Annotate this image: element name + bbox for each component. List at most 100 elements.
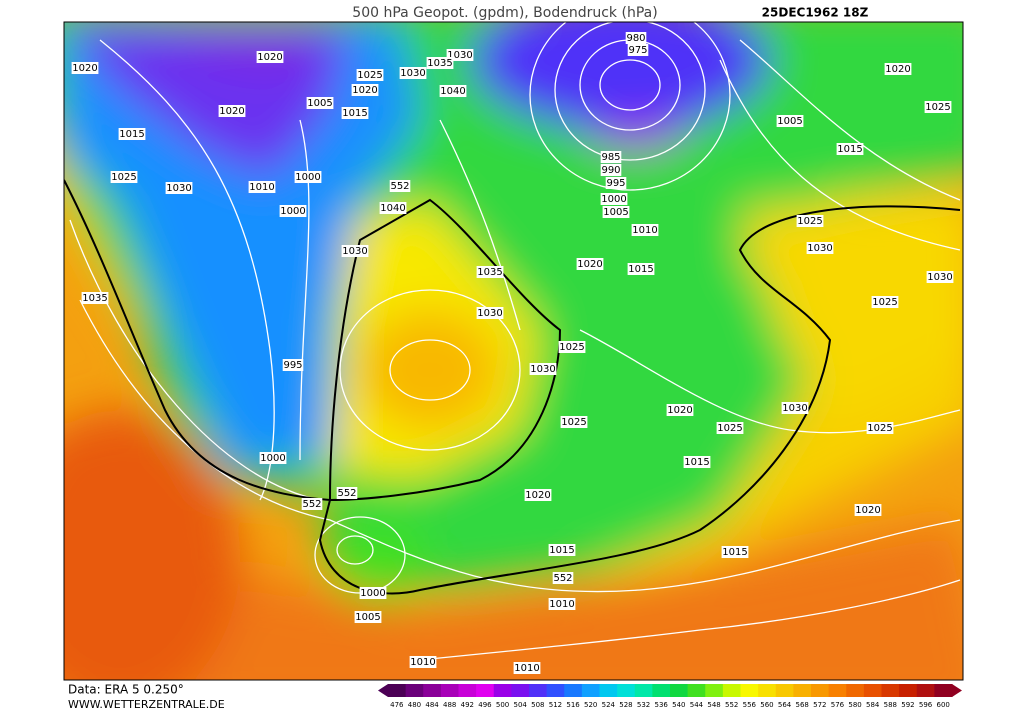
colorbar-label: 484 [425,701,439,709]
label-box [379,202,407,214]
label-box [389,180,411,192]
label-box [602,206,630,218]
colorbar-swatch [722,684,741,697]
label-box [781,402,809,414]
isobar-label: 1025 [797,216,822,227]
label-box [426,57,454,69]
colorbar-swatch [863,684,882,697]
isobar-label: 1020 [855,505,880,516]
isobar-label: 1040 [440,86,465,97]
label-box [513,662,541,674]
label-box [336,487,358,499]
colorbar-swatch [405,684,424,697]
colorbar-label: 508 [531,701,544,709]
label-box [118,128,146,140]
colorbar-swatch [458,684,477,697]
isobar-label: 1025 [872,297,897,308]
label-box [282,359,304,371]
isobar-label: 1025 [111,172,136,183]
colorbar-swatch [881,684,900,697]
colorbar-label: 564 [778,701,792,709]
label-box [306,97,334,109]
isobar-label: 995 [283,360,302,371]
colorbar-swatch [740,684,759,697]
isobar-label: 1015 [119,129,144,140]
colorbar-label: 500 [496,701,509,709]
isobar-label: 985 [601,152,620,163]
colorbar-label: 536 [655,701,669,709]
label-box [439,85,467,97]
colorbar-swatch [599,684,618,697]
colorbar-swatch [811,684,830,697]
colorbar-swatch [828,684,847,697]
isobar-label: 1025 [717,423,742,434]
isobar-label: 1010 [514,663,539,674]
isobar-label: 1020 [352,85,377,96]
label-box [259,452,287,464]
label-box [716,422,744,434]
isobar-label: 1015 [722,547,747,558]
label-box [926,271,954,283]
colorbar-arrow-left [378,684,388,697]
colorbar-label: 480 [408,701,421,709]
isobar-label: 1020 [219,106,244,117]
isobar-label: 1020 [525,490,550,501]
isobar-label: 1015 [837,144,862,155]
label-box [558,341,586,353]
label-box [476,266,504,278]
label-box [476,307,504,319]
colorbar-label: 540 [672,701,685,709]
colorbar-swatch [793,684,812,697]
colorbar-label: 548 [707,701,720,709]
colorbar-label: 524 [602,701,616,709]
label-box [605,177,627,189]
label-box [836,143,864,155]
isobar-label: 1030 [166,183,191,194]
isobar-label: 1040 [380,203,405,214]
colorbar: 476 480 484 488 492 496 500 504 508 512 516 520 524 5… [378,684,962,709]
isobar-label: 1030 [807,243,832,254]
label-box [548,598,576,610]
isobar-label: 1030 [400,68,425,79]
colorbar-label: 532 [637,701,650,709]
isobar-label: 1025 [925,102,950,113]
colorbar-swatch [476,684,495,697]
map-date: 25DEC1962 18Z [762,6,869,20]
colorbar-swatch [652,684,671,697]
label-box [631,224,659,236]
colorbar-swatch [440,684,459,697]
source-url: WWW.WETTERZENTRALE.DE [68,698,225,711]
isobar-label: 1025 [357,70,382,81]
colorbar-label: 544 [690,701,704,709]
isobar-label: 1015 [549,545,574,556]
colorbar-label: 496 [478,701,492,709]
isobar-label: 1035 [477,267,502,278]
colorbar-label: 520 [584,701,597,709]
isobar-label: 995 [606,178,625,189]
colorbar-label: 528 [619,701,632,709]
label-box [81,292,109,304]
colorbar-label: 568 [796,701,809,709]
map-frame [63,21,964,681]
colorbar-label: 516 [566,701,580,709]
label-box [341,107,369,119]
colorbar-label: 580 [848,701,861,709]
label-box [356,69,384,81]
label-box [560,416,588,428]
label-box [256,51,284,63]
label-box [576,258,604,270]
colorbar-label: 572 [813,701,826,709]
isobar-label: 1030 [342,246,367,257]
label-box [600,151,622,163]
colorbar-swatch [634,684,653,697]
colorbar-label: 584 [866,701,880,709]
label-box [552,572,574,584]
isobar-label: 552 [302,499,321,510]
label-box [409,656,437,668]
isobar-label: 1035 [82,293,107,304]
label-box [600,164,622,176]
label-box [294,171,322,183]
colorbar-label: 492 [461,701,474,709]
isobar-label: 1000 [295,172,320,183]
